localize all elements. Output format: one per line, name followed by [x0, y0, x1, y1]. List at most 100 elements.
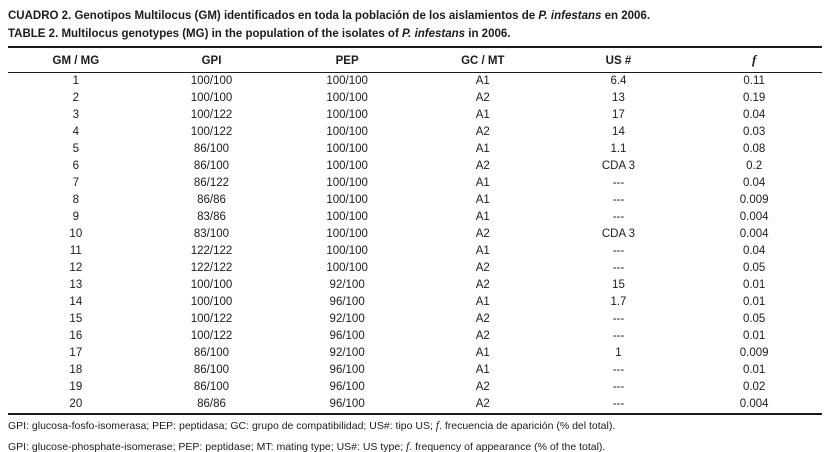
cell-pep: 100/100 [326, 126, 368, 138]
cell-gc-mt: A1 [475, 364, 490, 376]
cell-gpi: 86/86 [197, 398, 226, 410]
title-text-es-pre: CUADRO 2. Genotipos Multilocus (GM) iden… [8, 10, 539, 22]
cell-gm-mg: 18 [69, 364, 83, 376]
cell-gpi: 122/122 [190, 262, 233, 274]
table-row: 6 86/100 100/100 A2 CDA 3 0.2 [8, 158, 822, 175]
table-row: 4 100/122 100/100 A2 14 0.03 [8, 124, 822, 141]
cell-pep: 96/100 [329, 330, 365, 342]
species-name-italic: P. infestans [538, 10, 602, 22]
footnote-text-en-post: . frequency of appearance (% of the tota… [409, 441, 606, 452]
cell-frequency: 0.009 [739, 347, 769, 359]
cell-us: --- [612, 330, 625, 342]
cell-gc-mt: A2 [475, 279, 490, 291]
column-header-pep: PEP [279, 46, 415, 73]
cell-frequency: 0.08 [742, 143, 766, 155]
cell-gc-mt: A1 [475, 177, 490, 189]
table-row: 14 100/100 96/100 A1 1.7 0.01 [8, 294, 822, 311]
cell-gc-mt: A2 [475, 313, 490, 325]
cell-gpi: 100/122 [190, 330, 233, 342]
cell-gpi: 100/100 [190, 296, 233, 308]
cell-us: --- [612, 245, 625, 257]
table-row: 19 86/100 96/100 A2 --- 0.02 [8, 379, 822, 396]
cell-frequency: 0.004 [739, 211, 769, 223]
cell-gpi: 122/122 [190, 245, 233, 257]
frequency-symbol-italic: f [435, 420, 439, 432]
cell-gm-mg: 13 [69, 279, 83, 291]
cell-us: --- [612, 177, 625, 189]
cell-gc-mt: A1 [475, 75, 490, 87]
cell-gpi: 86/100 [193, 347, 230, 359]
cell-pep: 100/100 [326, 109, 368, 121]
cell-gm-mg: 20 [69, 398, 83, 410]
table-row: 11 122/122 100/100 A1 --- 0.04 [8, 243, 822, 260]
cell-pep: 100/100 [326, 160, 368, 172]
cell-gm-mg: 16 [69, 330, 83, 342]
cell-gc-mt: A1 [475, 296, 490, 308]
cell-gm-mg: 6 [72, 160, 80, 172]
cell-gpi: 86/100 [193, 160, 230, 172]
cell-gpi: 100/122 [190, 126, 233, 138]
cell-gc-mt: A1 [475, 143, 490, 155]
cell-us: --- [612, 313, 625, 325]
cell-gpi: 83/86 [197, 211, 226, 223]
cell-pep: 100/100 [326, 92, 368, 104]
cell-frequency: 0.03 [742, 126, 766, 138]
cell-frequency: 0.11 [743, 75, 765, 87]
cell-gm-mg: 11 [69, 245, 82, 257]
footnote-spanish: GPI: glucosa-fosfo-isomerasa; PEP: pepti… [8, 420, 822, 433]
cell-gc-mt: A2 [475, 228, 490, 240]
table-row: 7 86/122 100/100 A1 --- 0.04 [8, 175, 822, 192]
cell-us: 15 [612, 279, 625, 291]
genotype-table: GM / MG GPI PEP GC / MT US # f 1 100/100 1… [8, 46, 822, 415]
cell-gpi: 86/86 [197, 194, 226, 206]
cell-gc-mt: A2 [475, 262, 490, 274]
cell-frequency: 0.2 [746, 160, 763, 172]
cell-gm-mg: 10 [69, 228, 83, 240]
table-body: 1 100/100 100/100 A1 6.4 0.11 2 100/100 100/100 A… [8, 73, 822, 415]
column-header-gpi: GPI [143, 46, 280, 73]
cell-us: 1.7 [610, 296, 627, 308]
cell-us: --- [612, 381, 625, 393]
footnote-text-es-pre: GPI: glucosa-fosfo-isomerasa; PEP: pepti… [8, 420, 436, 432]
title-text-es-post: en 2006. [601, 10, 651, 22]
cell-us: 1 [615, 347, 622, 359]
cell-gm-mg: 7 [72, 177, 80, 189]
table-title-spanish: CUADRO 2. Genotipos Multilocus (GM) iden… [8, 7, 822, 25]
species-name-italic: P. infestans [401, 28, 466, 40]
cell-pep: 100/100 [326, 228, 368, 240]
cell-us: CDA 3 [601, 160, 636, 172]
column-header-us: US # [550, 46, 687, 73]
cell-gc-mt: A2 [475, 398, 490, 410]
cell-gm-mg: 14 [69, 296, 83, 308]
table-header-row: GM / MG GPI PEP GC / MT US # f [8, 46, 822, 73]
column-header-gm-mg: GM / MG [8, 46, 144, 73]
title-text-en-post: in 2006. [465, 28, 511, 40]
cell-gc-mt: A1 [475, 245, 490, 257]
cell-us: 17 [612, 109, 625, 121]
table-row: 9 83/86 100/100 A1 --- 0.004 [8, 209, 822, 226]
cell-us: 1.1 [610, 143, 627, 155]
cell-gm-mg: 9 [72, 211, 80, 223]
cell-pep: 100/100 [326, 143, 368, 155]
cell-gm-mg: 1 [72, 75, 80, 87]
cell-frequency: 0.004 [739, 228, 769, 240]
table-row: 17 86/100 92/100 A1 1 0.009 [8, 345, 822, 362]
table-row: 18 86/100 96/100 A1 --- 0.01 [8, 362, 822, 379]
cell-gpi: 100/122 [190, 109, 233, 121]
cell-us: 6.4 [610, 75, 627, 87]
table-row: 13 100/100 92/100 A2 15 0.01 [8, 277, 822, 294]
table-row: 12 122/122 100/100 A2 --- 0.05 [8, 260, 822, 277]
cell-pep: 100/100 [326, 262, 368, 274]
cell-pep: 92/100 [329, 279, 365, 291]
cell-pep: 96/100 [329, 296, 365, 308]
cell-gm-mg: 17 [69, 347, 83, 359]
table-row: 2 100/100 100/100 A2 13 0.19 [8, 90, 822, 107]
cell-us: --- [612, 364, 625, 376]
cell-gpi: 100/122 [190, 313, 233, 325]
cell-us: --- [612, 194, 625, 206]
cell-frequency: 0.19 [742, 92, 766, 104]
cell-gc-mt: A1 [475, 109, 490, 121]
cell-pep: 96/100 [329, 364, 365, 376]
cell-gc-mt: A2 [475, 381, 490, 393]
cell-gm-mg: 5 [72, 143, 80, 155]
